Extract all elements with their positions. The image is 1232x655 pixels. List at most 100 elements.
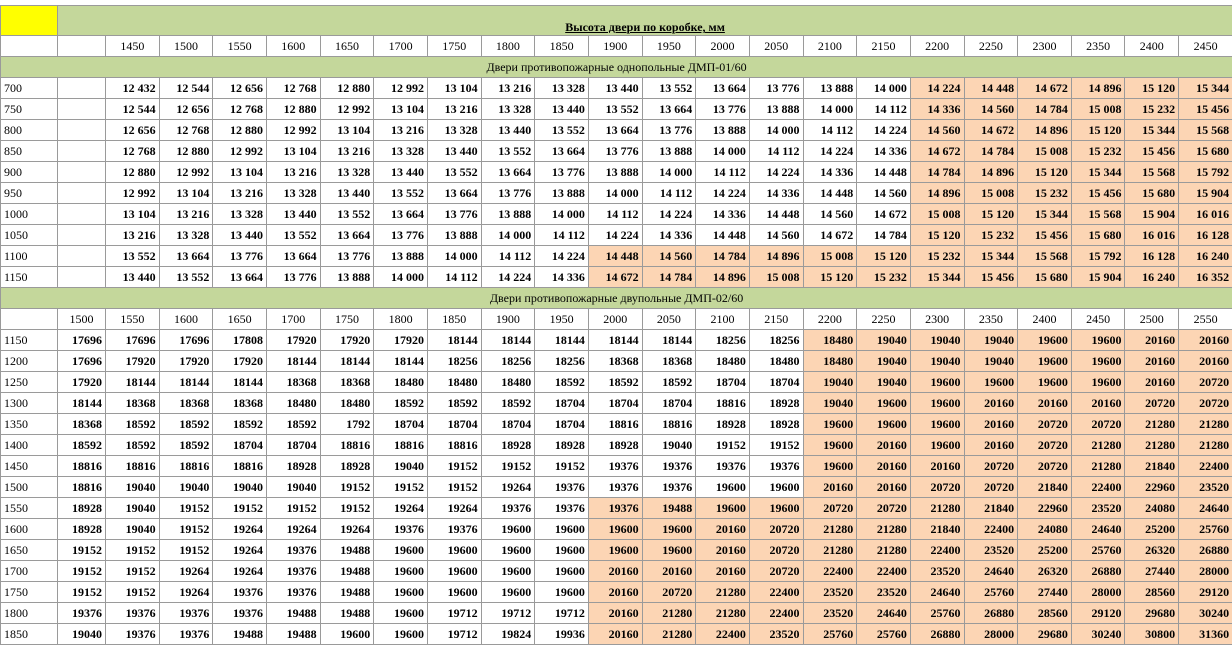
price-cell: 23520 (910, 561, 964, 582)
price-cell: 14 112 (642, 183, 696, 204)
price-cell: 20160 (588, 561, 642, 582)
price-cell: 14 336 (857, 141, 911, 162)
section-title: Двери противопожарные однопольные ДМП-01… (1, 57, 1232, 78)
price-cell: 15 904 (1179, 183, 1232, 204)
price-cell: 19600 (910, 393, 964, 414)
column-header: 2100 (696, 309, 750, 330)
price-cell: 19152 (58, 582, 106, 603)
price-cell: 19376 (213, 603, 267, 624)
price-cell: 13 104 (427, 78, 481, 99)
price-cell: 12 880 (213, 120, 267, 141)
price-cell: 25760 (964, 582, 1018, 603)
price-cell: 19600 (642, 540, 696, 561)
empty-cell (58, 162, 106, 183)
empty-cell (58, 36, 106, 57)
price-cell: 30240 (1179, 603, 1232, 624)
price-cell: 13 104 (159, 183, 213, 204)
price-cell: 18144 (266, 351, 320, 372)
price-cell: 15 680 (1071, 225, 1125, 246)
price-cell: 19264 (159, 561, 213, 582)
price-cell: 12 768 (213, 99, 267, 120)
price-cell: 22400 (749, 582, 803, 603)
price-cell: 12 992 (266, 120, 320, 141)
price-cell: 20720 (1071, 414, 1125, 435)
price-cell: 14 560 (803, 204, 857, 225)
price-cell: 20160 (1179, 330, 1232, 351)
price-cell: 13 552 (588, 99, 642, 120)
price-cell: 19600 (320, 624, 374, 645)
price-cell: 18368 (642, 351, 696, 372)
price-cell: 18928 (266, 456, 320, 477)
price-cell: 19600 (964, 372, 1018, 393)
price-cell: 18592 (374, 393, 428, 414)
price-cell: 18592 (213, 414, 267, 435)
price-cell: 13 888 (481, 204, 535, 225)
empty-cell (58, 267, 106, 288)
column-header: 1750 (320, 309, 374, 330)
price-cell: 14 560 (857, 183, 911, 204)
price-cell: 13 776 (481, 183, 535, 204)
price-cell: 13 888 (535, 183, 589, 204)
price-cell: 19488 (320, 561, 374, 582)
price-cell: 21280 (1179, 414, 1232, 435)
price-cell: 15 456 (964, 267, 1018, 288)
row-label: 1800 (1, 603, 58, 624)
price-cell: 14 896 (964, 162, 1018, 183)
price-cell: 18256 (696, 330, 750, 351)
row-label: 1350 (1, 414, 58, 435)
price-cell: 19264 (427, 498, 481, 519)
row-label: 700 (1, 78, 58, 99)
row-label: 1100 (1, 246, 58, 267)
price-cell: 14 784 (910, 162, 964, 183)
price-cell: 19600 (374, 582, 428, 603)
price-cell: 17920 (106, 351, 160, 372)
price-cell: 18368 (213, 393, 267, 414)
price-cell: 18704 (696, 372, 750, 393)
price-cell: 18704 (642, 393, 696, 414)
price-cell: 18480 (374, 372, 428, 393)
price-cell: 19600 (481, 540, 535, 561)
column-header: 1850 (535, 36, 589, 57)
price-cell: 24640 (964, 561, 1018, 582)
table-title: Высота двери по коробке, мм (58, 6, 1232, 36)
price-cell: 19600 (1071, 372, 1125, 393)
price-cell: 19600 (749, 498, 803, 519)
price-cell: 19040 (857, 330, 911, 351)
price-cell: 13 664 (427, 183, 481, 204)
price-cell: 19040 (213, 477, 267, 498)
price-cell: 19488 (320, 540, 374, 561)
price-cell: 1792 (320, 414, 374, 435)
price-cell: 16 240 (1179, 246, 1232, 267)
price-cell: 13 776 (320, 246, 374, 267)
price-cell: 17920 (320, 330, 374, 351)
price-cell: 19040 (910, 330, 964, 351)
price-cell: 19600 (535, 561, 589, 582)
price-cell: 19376 (427, 519, 481, 540)
price-cell: 18928 (749, 393, 803, 414)
price-cell: 19600 (696, 477, 750, 498)
price-cell: 19600 (427, 540, 481, 561)
empty-cell (58, 246, 106, 267)
price-cell: 21280 (910, 498, 964, 519)
price-cell: 15 008 (910, 204, 964, 225)
price-cell: 19600 (588, 540, 642, 561)
price-cell: 15 232 (1018, 183, 1072, 204)
price-cell: 19376 (159, 603, 213, 624)
price-cell: 22400 (749, 603, 803, 624)
price-cell: 23520 (1179, 477, 1232, 498)
price-cell: 18928 (749, 414, 803, 435)
price-cell: 18256 (535, 351, 589, 372)
price-cell: 18256 (427, 351, 481, 372)
price-cell: 13 664 (266, 246, 320, 267)
price-cell: 14 224 (588, 225, 642, 246)
price-cell: 26880 (910, 624, 964, 645)
price-cell: 13 776 (374, 225, 428, 246)
price-cell: 18592 (106, 435, 160, 456)
price-cell: 19152 (749, 435, 803, 456)
